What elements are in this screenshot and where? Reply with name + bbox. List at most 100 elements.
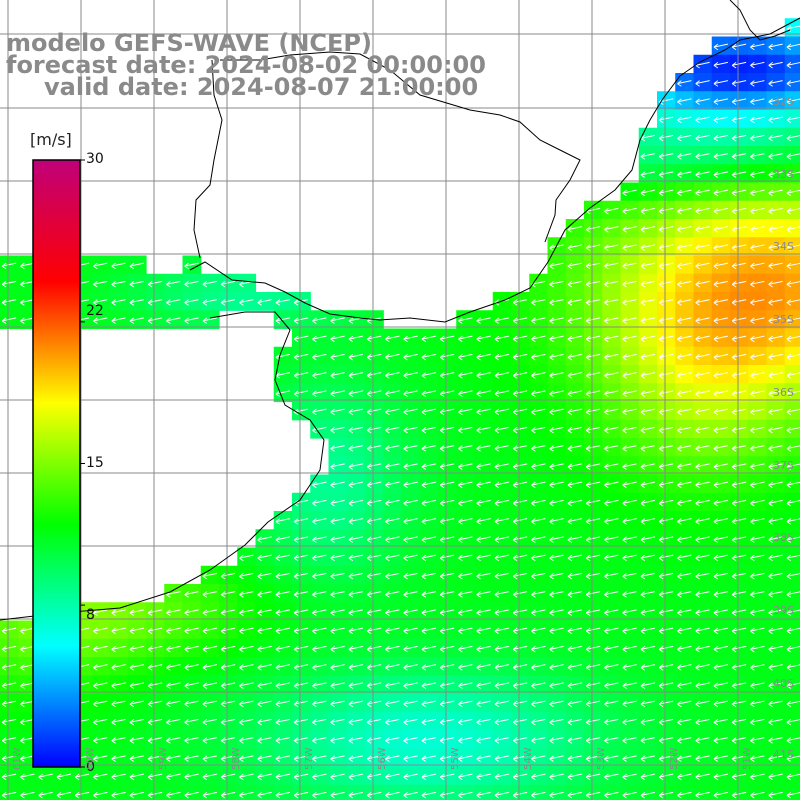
wind-arrow xyxy=(658,134,674,142)
wind-arrow xyxy=(93,737,108,744)
wind-arrow xyxy=(713,207,728,215)
speed-cell xyxy=(675,784,695,800)
wind-arrow xyxy=(640,335,655,343)
wind-arrow xyxy=(366,426,382,434)
wind-arrow xyxy=(330,317,345,324)
wind-arrow xyxy=(512,700,528,708)
wind-arrow xyxy=(677,372,692,379)
speed-cell xyxy=(54,784,74,800)
wind-arrow xyxy=(385,773,400,781)
wind-arrow xyxy=(239,627,254,635)
wind-arrow xyxy=(549,481,564,489)
wind-arrow xyxy=(239,609,254,616)
wind-arrow xyxy=(439,591,455,598)
wind-arrow xyxy=(458,353,473,361)
wind-arrow xyxy=(658,572,674,580)
wind-arrow xyxy=(567,353,582,361)
wind-arrow xyxy=(750,372,765,379)
wind-arrow xyxy=(111,627,126,635)
wind-arrow xyxy=(622,189,637,197)
wind-arrow xyxy=(385,445,400,452)
wind-arrow xyxy=(604,737,619,744)
wind-arrow xyxy=(750,536,765,543)
wind-arrow xyxy=(658,226,674,233)
wind-arrow xyxy=(640,317,655,324)
wind-arrow xyxy=(348,627,363,635)
wind-arrow xyxy=(713,390,728,397)
wind-arrow xyxy=(585,299,601,306)
lon-label: 54W xyxy=(523,747,534,770)
wind-arrow xyxy=(677,664,692,671)
coastline xyxy=(0,0,800,621)
wind-arrow xyxy=(585,682,601,689)
wind-arrow xyxy=(93,627,108,635)
wind-arrow xyxy=(713,262,728,270)
speed-cell xyxy=(784,784,800,800)
wind-arrow xyxy=(275,664,290,671)
wind-arrow xyxy=(512,445,528,452)
wind-arrow xyxy=(531,773,546,781)
forecast-date: forecast date: 2024-08-02 00:00:00 xyxy=(6,51,486,79)
wind-arrow xyxy=(512,755,528,762)
wind-arrow xyxy=(476,518,491,525)
wind-arrow xyxy=(731,189,747,197)
wind-arrow xyxy=(458,372,473,379)
wind-arrow xyxy=(476,317,491,324)
wind-arrow xyxy=(658,463,674,470)
wind-arrow xyxy=(658,207,674,215)
wind-arrow xyxy=(731,244,747,251)
wind-arrow xyxy=(330,499,345,507)
wind-arrow xyxy=(385,536,400,543)
speed-cell xyxy=(73,784,92,800)
wind-arrow xyxy=(549,408,564,416)
wind-arrow xyxy=(677,572,692,580)
wind-arrow xyxy=(147,664,163,671)
wind-arrow xyxy=(257,591,272,598)
wind-arrow xyxy=(549,463,564,470)
wind-arrow xyxy=(750,773,765,781)
wind-arrow xyxy=(476,645,491,653)
wind-arrow xyxy=(166,645,181,653)
wind-arrow xyxy=(695,700,710,708)
wind-arrow xyxy=(622,226,637,233)
wind-arrow xyxy=(567,791,582,799)
wind-arrow xyxy=(695,682,710,689)
wind-arrow xyxy=(549,262,564,270)
wind-arrow xyxy=(385,353,400,361)
wind-arrow xyxy=(129,737,144,744)
wind-arrow xyxy=(476,591,491,598)
wind-arrow xyxy=(1,299,17,306)
wind-arrow xyxy=(439,755,455,762)
wind-arrow xyxy=(695,645,710,653)
wind-arrow xyxy=(239,773,254,781)
wind-arrow xyxy=(403,335,418,343)
wind-arrow xyxy=(750,664,765,671)
wind-arrow xyxy=(494,518,509,525)
lat-label: 34S xyxy=(773,240,794,253)
wind-arrow xyxy=(458,317,473,324)
wind-arrow xyxy=(731,554,747,562)
wind-arrow xyxy=(275,572,290,580)
wind-arrow xyxy=(166,755,181,762)
speed-cell xyxy=(310,784,330,800)
wind-arrow xyxy=(385,426,400,434)
wind-arrow xyxy=(786,682,800,689)
speed-cell xyxy=(492,784,512,800)
wind-arrow xyxy=(695,372,710,379)
wind-arrow xyxy=(458,445,473,452)
wind-arrow xyxy=(786,135,800,142)
wind-arrow xyxy=(348,554,363,562)
wind-arrow xyxy=(421,791,436,799)
wind-arrow xyxy=(476,372,491,379)
coastline-segment xyxy=(729,0,791,41)
wind-arrow xyxy=(403,591,418,598)
wind-arrow xyxy=(786,80,800,87)
wind-arrow xyxy=(93,645,108,653)
wind-arrow xyxy=(220,645,236,653)
wind-arrow xyxy=(750,390,765,397)
wind-arrow xyxy=(695,134,710,142)
wind-arrow xyxy=(494,773,509,781)
wind-arrow xyxy=(147,317,163,324)
speed-cell xyxy=(328,784,348,800)
wind-arrow xyxy=(512,299,528,306)
